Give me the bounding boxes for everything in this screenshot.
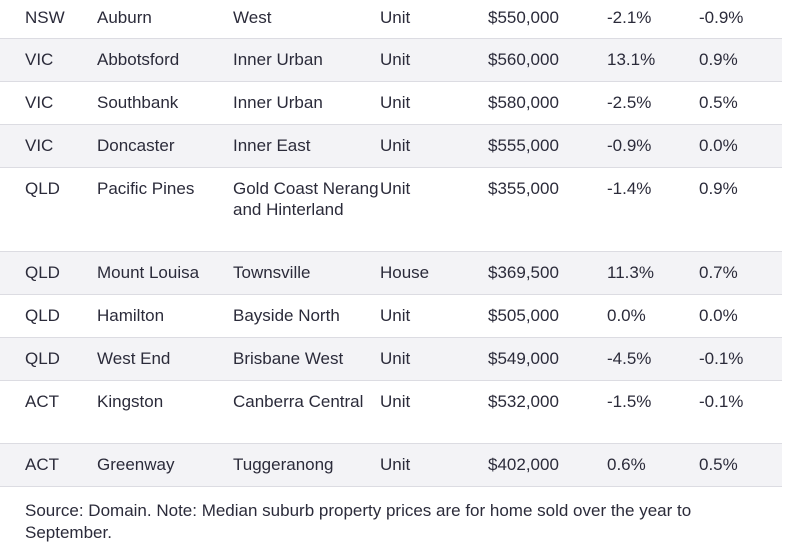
price-cell: $560,000	[488, 38, 607, 82]
region-cell: Tuggeranong	[233, 443, 380, 487]
table-row: ACT Kingston Canberra Central Unit $532,…	[0, 380, 782, 444]
region-cell: Gold Coast Nerang and Hinterland	[233, 167, 380, 252]
suburb-cell: Auburn	[97, 0, 233, 39]
price-cell: $580,000	[488, 81, 607, 125]
suburb-cell: Abbotsford	[97, 38, 233, 82]
change-cell: 0.5%	[699, 443, 782, 487]
state-cell: ACT	[0, 380, 97, 444]
change-cell: -1.5%	[607, 380, 699, 444]
table-row: VIC Southbank Inner Urban Unit $580,000 …	[0, 81, 782, 125]
change-cell: -0.9%	[699, 0, 782, 39]
type-cell: Unit	[380, 294, 488, 338]
change-cell: -2.1%	[607, 0, 699, 39]
change-cell: 0.0%	[607, 294, 699, 338]
change-cell: -1.4%	[607, 167, 699, 252]
type-cell: Unit	[380, 337, 488, 381]
table-row: NSW Auburn West Unit $550,000 -2.1% -0.9…	[0, 0, 782, 39]
change-cell: 0.9%	[699, 167, 782, 252]
suburb-cell: Kingston	[97, 380, 233, 444]
change-cell: -0.1%	[699, 337, 782, 381]
state-cell: VIC	[0, 124, 97, 168]
price-cell: $402,000	[488, 443, 607, 487]
change-cell: -0.9%	[607, 124, 699, 168]
change-cell: 0.9%	[699, 38, 782, 82]
type-cell: Unit	[380, 38, 488, 82]
source-note: Source: Domain. Note: Median suburb prop…	[25, 500, 692, 542]
change-cell: 13.1%	[607, 38, 699, 82]
table-row: QLD Pacific Pines Gold Coast Nerang and …	[0, 167, 782, 252]
change-cell: 0.7%	[699, 251, 782, 295]
suburb-cell: Hamilton	[97, 294, 233, 338]
price-cell: $550,000	[488, 0, 607, 39]
region-cell: Townsville	[233, 251, 380, 295]
property-price-table: NSW Auburn West Unit $550,000 -2.1% -0.9…	[0, 0, 782, 487]
type-cell: Unit	[380, 443, 488, 487]
state-cell: QLD	[0, 251, 97, 295]
change-cell: 0.0%	[699, 294, 782, 338]
change-cell: 0.6%	[607, 443, 699, 487]
type-cell: Unit	[380, 81, 488, 125]
change-cell: -0.1%	[699, 380, 782, 444]
region-cell: Inner Urban	[233, 38, 380, 82]
change-cell: 0.5%	[699, 81, 782, 125]
state-cell: QLD	[0, 294, 97, 338]
state-cell: ACT	[0, 443, 97, 487]
price-cell: $532,000	[488, 380, 607, 444]
change-cell: 0.0%	[699, 124, 782, 168]
price-cell: $549,000	[488, 337, 607, 381]
suburb-cell: Mount Louisa	[97, 251, 233, 295]
suburb-cell: Doncaster	[97, 124, 233, 168]
region-cell: Inner Urban	[233, 81, 380, 125]
suburb-cell: West End	[97, 337, 233, 381]
change-cell: 11.3%	[607, 251, 699, 295]
table-row: VIC Abbotsford Inner Urban Unit $560,000…	[0, 38, 782, 82]
change-cell: -4.5%	[607, 337, 699, 381]
type-cell: Unit	[380, 380, 488, 444]
table-row: VIC Doncaster Inner East Unit $555,000 -…	[0, 124, 782, 168]
state-cell: QLD	[0, 337, 97, 381]
region-cell: Inner East	[233, 124, 380, 168]
table-row: ACT Greenway Tuggeranong Unit $402,000 0…	[0, 443, 782, 487]
region-cell: West	[233, 0, 380, 39]
price-cell: $355,000	[488, 167, 607, 252]
region-cell: Canberra Central	[233, 380, 380, 444]
region-cell: Bayside North	[233, 294, 380, 338]
type-cell: Unit	[380, 0, 488, 39]
suburb-cell: Greenway	[97, 443, 233, 487]
table-row: QLD West End Brisbane West Unit $549,000…	[0, 337, 782, 381]
state-cell: VIC	[0, 81, 97, 125]
region-cell: Brisbane West	[233, 337, 380, 381]
type-cell: House	[380, 251, 488, 295]
suburb-cell: Southbank	[97, 81, 233, 125]
state-cell: VIC	[0, 38, 97, 82]
state-cell: NSW	[0, 0, 97, 39]
price-cell: $505,000	[488, 294, 607, 338]
table-row: QLD Hamilton Bayside North Unit $505,000…	[0, 294, 782, 338]
type-cell: Unit	[380, 124, 488, 168]
suburb-cell: Pacific Pines	[97, 167, 233, 252]
price-cell: $369,500	[488, 251, 607, 295]
type-cell: Unit	[380, 167, 488, 252]
state-cell: QLD	[0, 167, 97, 252]
change-cell: -2.5%	[607, 81, 699, 125]
price-cell: $555,000	[488, 124, 607, 168]
table-row: QLD Mount Louisa Townsville House $369,5…	[0, 251, 782, 295]
